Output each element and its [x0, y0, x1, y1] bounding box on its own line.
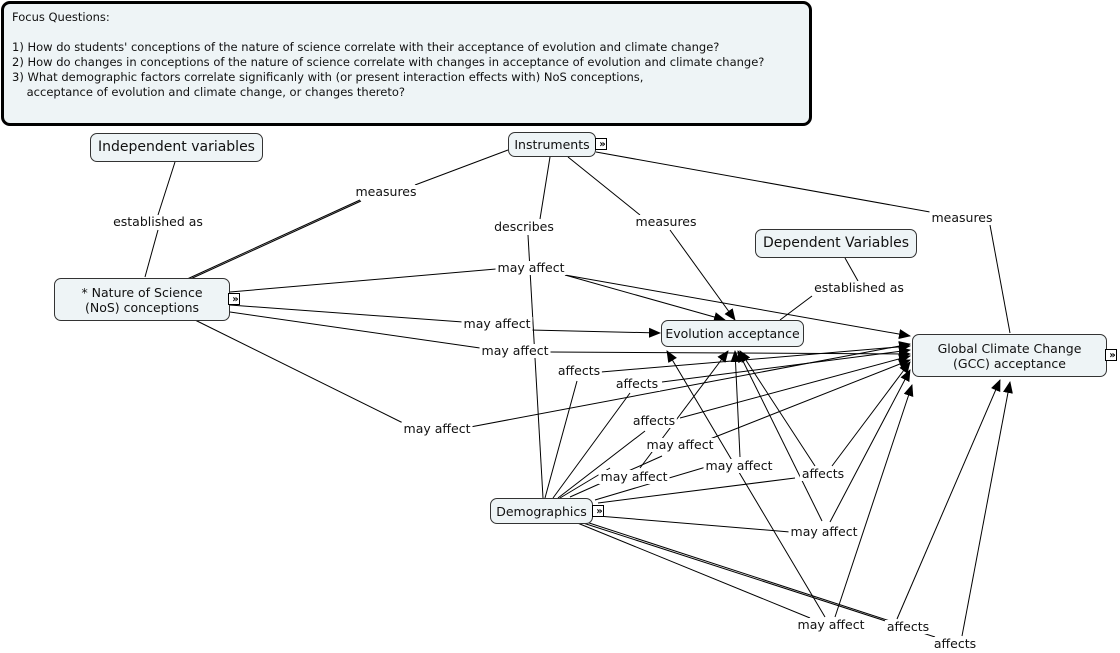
link-label[interactable]: affects — [931, 636, 979, 651]
connector-line — [579, 521, 936, 638]
arrow-line — [709, 359, 911, 440]
connector-line — [544, 380, 578, 499]
connector-line — [157, 161, 176, 216]
expand-icon[interactable]: » — [1105, 349, 1117, 361]
connector-line — [579, 519, 891, 622]
connector-line — [597, 515, 791, 533]
connector-line — [184, 199, 361, 281]
connector-line — [414, 149, 509, 186]
connector-line — [779, 295, 813, 321]
node-evolution-acceptance[interactable]: Evolution acceptance — [661, 320, 804, 347]
expand-icon[interactable]: » — [592, 505, 604, 517]
connector-line — [527, 234, 544, 499]
link-label[interactable]: affects — [630, 413, 678, 428]
connector-line — [595, 151, 931, 213]
arrow-line — [661, 346, 911, 383]
link-label[interactable]: may affect — [495, 260, 567, 275]
connector-line — [144, 229, 159, 278]
node-dependent-variables[interactable]: Dependent Variables — [755, 229, 917, 258]
link-label[interactable]: may affect — [479, 343, 551, 358]
link-label[interactable]: may affect — [598, 469, 670, 484]
link-label[interactable]: may affect — [461, 316, 533, 331]
focus-title: Focus Questions: — [12, 10, 110, 24]
arrow-line — [829, 369, 911, 523]
arrow-line — [896, 379, 1001, 620]
focus-question: 1) How do students' conceptions of the n… — [12, 40, 720, 54]
link-label[interactable]: describes — [492, 219, 556, 234]
focus-question: 2) How do changes in conceptions of the … — [12, 55, 765, 69]
arrow-line — [669, 229, 736, 321]
link-label[interactable]: established as — [111, 214, 205, 229]
arrow-line — [600, 341, 911, 373]
link-label[interactable]: affects — [613, 376, 661, 391]
connector-line — [574, 521, 811, 619]
connector-line — [989, 224, 1011, 334]
link-label[interactable]: affects — [799, 466, 847, 481]
connector-line — [597, 477, 796, 504]
connector-line — [185, 200, 362, 282]
connector-line — [229, 311, 481, 349]
connector-line — [539, 156, 551, 220]
arrow-line — [564, 274, 911, 340]
arrow-line — [529, 327, 661, 338]
arrow-line — [679, 354, 911, 419]
link-label[interactable]: established as — [812, 280, 906, 295]
expand-icon[interactable]: » — [228, 293, 240, 305]
arrow-line — [666, 350, 826, 618]
arrow-line — [564, 274, 726, 322]
connector-line — [552, 392, 631, 499]
node-independent-variables[interactable]: Independent variables — [90, 133, 263, 162]
connector-line — [229, 304, 464, 323]
link-label[interactable]: may affect — [703, 458, 775, 473]
arrow-line — [739, 350, 816, 467]
node-nature-of-science[interactable]: * Nature of Science (NoS) conceptions — [54, 278, 230, 321]
link-label[interactable]: may affect — [795, 617, 867, 632]
node-gcc-acceptance[interactable]: Global Climate Change (GCC) acceptance — [912, 334, 1107, 377]
arrow-line — [831, 361, 911, 467]
link-label[interactable]: measures — [633, 214, 699, 229]
link-label[interactable]: may affect — [788, 524, 860, 539]
link-label[interactable]: affects — [555, 363, 603, 378]
focus-question: acceptance of evolution and climate chan… — [12, 85, 405, 99]
connector-line — [567, 156, 641, 216]
expand-icon[interactable]: » — [595, 138, 607, 150]
node-instruments[interactable]: Instruments — [508, 132, 596, 157]
connector-line — [557, 430, 646, 499]
link-label[interactable]: affects — [884, 619, 932, 634]
arrow-line — [549, 348, 911, 359]
link-label[interactable]: may affect — [401, 421, 473, 436]
node-demographics[interactable]: Demographics — [490, 498, 593, 524]
arrow-line — [737, 350, 823, 522]
arrow-line — [730, 350, 741, 458]
connector-line — [844, 257, 859, 282]
connector-line — [194, 319, 406, 425]
focus-questions-box: Focus Questions: 1) How do students' con… — [1, 1, 812, 126]
arrow-line — [834, 384, 914, 618]
focus-question: 3) What demographic factors correlate si… — [12, 70, 644, 84]
link-label[interactable]: may affect — [644, 437, 716, 452]
link-label[interactable]: measures — [353, 184, 419, 199]
link-label[interactable]: measures — [929, 210, 995, 225]
arrow-line — [961, 381, 1013, 637]
connector-line — [229, 268, 497, 293]
